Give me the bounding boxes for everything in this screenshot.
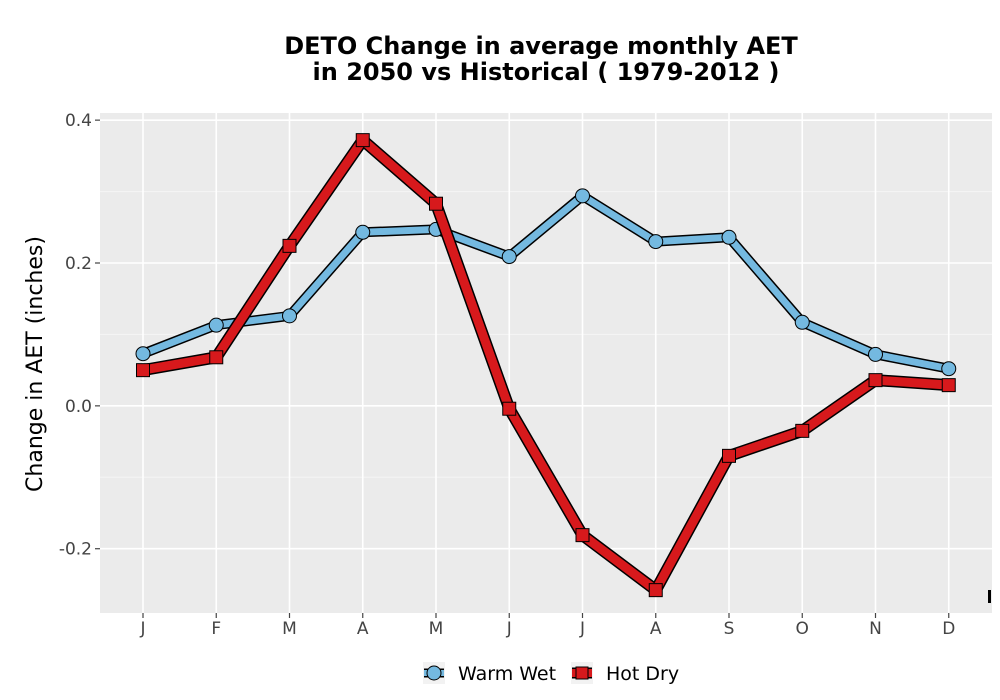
data-point xyxy=(136,363,150,378)
y-axis-label: Change in AET (inches) xyxy=(23,236,48,492)
data-point xyxy=(355,133,370,148)
x-tick-label: J xyxy=(579,619,585,639)
x-tick-label: A xyxy=(650,619,662,639)
data-point xyxy=(575,188,590,204)
x-tick-label: M xyxy=(282,619,297,639)
data-point xyxy=(795,423,810,438)
x-tick-label: M xyxy=(429,619,444,639)
data-point xyxy=(941,378,956,393)
data-point xyxy=(282,238,297,253)
x-tick-label: A xyxy=(357,619,369,639)
series-line xyxy=(142,135,950,595)
legend-label: Hot Dry xyxy=(606,663,679,685)
data-point xyxy=(502,401,517,416)
legend-key-marker xyxy=(575,666,589,680)
data-point xyxy=(208,317,224,333)
data-point xyxy=(868,346,883,362)
y-tick-label: 0.4 xyxy=(65,111,92,131)
y-tick-label: 0.2 xyxy=(65,254,92,274)
data-point xyxy=(282,308,297,324)
data-point xyxy=(794,314,810,330)
clipped-label-fragment xyxy=(988,590,991,603)
ticks-layer: -0.2 0.0 0.2 0.4 J F M A M J J A S O N D xyxy=(59,111,991,639)
x-tick-label: F xyxy=(211,619,221,639)
data-point xyxy=(648,583,663,598)
data-point xyxy=(721,229,737,245)
legend-label: Warm Wet xyxy=(458,663,556,685)
chart-subtitle: in 2050 vs Historical ( 1979-2012 ) xyxy=(313,58,780,86)
x-tick-label: J xyxy=(139,619,145,639)
data-point xyxy=(575,528,590,543)
data-point xyxy=(209,350,224,365)
data-point xyxy=(941,361,957,377)
x-tick-label: S xyxy=(724,619,735,639)
legend: Warm Wet Hot Dry xyxy=(423,662,679,685)
y-tick-label: 0.0 xyxy=(65,397,92,417)
data-point xyxy=(135,346,151,362)
y-tick-label: -0.2 xyxy=(59,540,92,560)
data-point xyxy=(355,224,371,240)
data-point xyxy=(501,249,517,265)
series-layer xyxy=(135,133,957,598)
x-tick-label: N xyxy=(869,619,882,639)
data-point xyxy=(868,373,883,388)
series-line xyxy=(141,192,950,373)
x-tick-label: O xyxy=(796,619,809,639)
data-point xyxy=(429,196,443,211)
x-tick-label: D xyxy=(942,619,955,639)
x-tick-label: J xyxy=(506,619,512,639)
chart-title: DETO Change in average monthly AET xyxy=(284,32,798,60)
legend-key-marker xyxy=(426,665,442,681)
plot-panel xyxy=(100,113,992,613)
data-point xyxy=(722,448,736,463)
data-point xyxy=(648,234,664,250)
